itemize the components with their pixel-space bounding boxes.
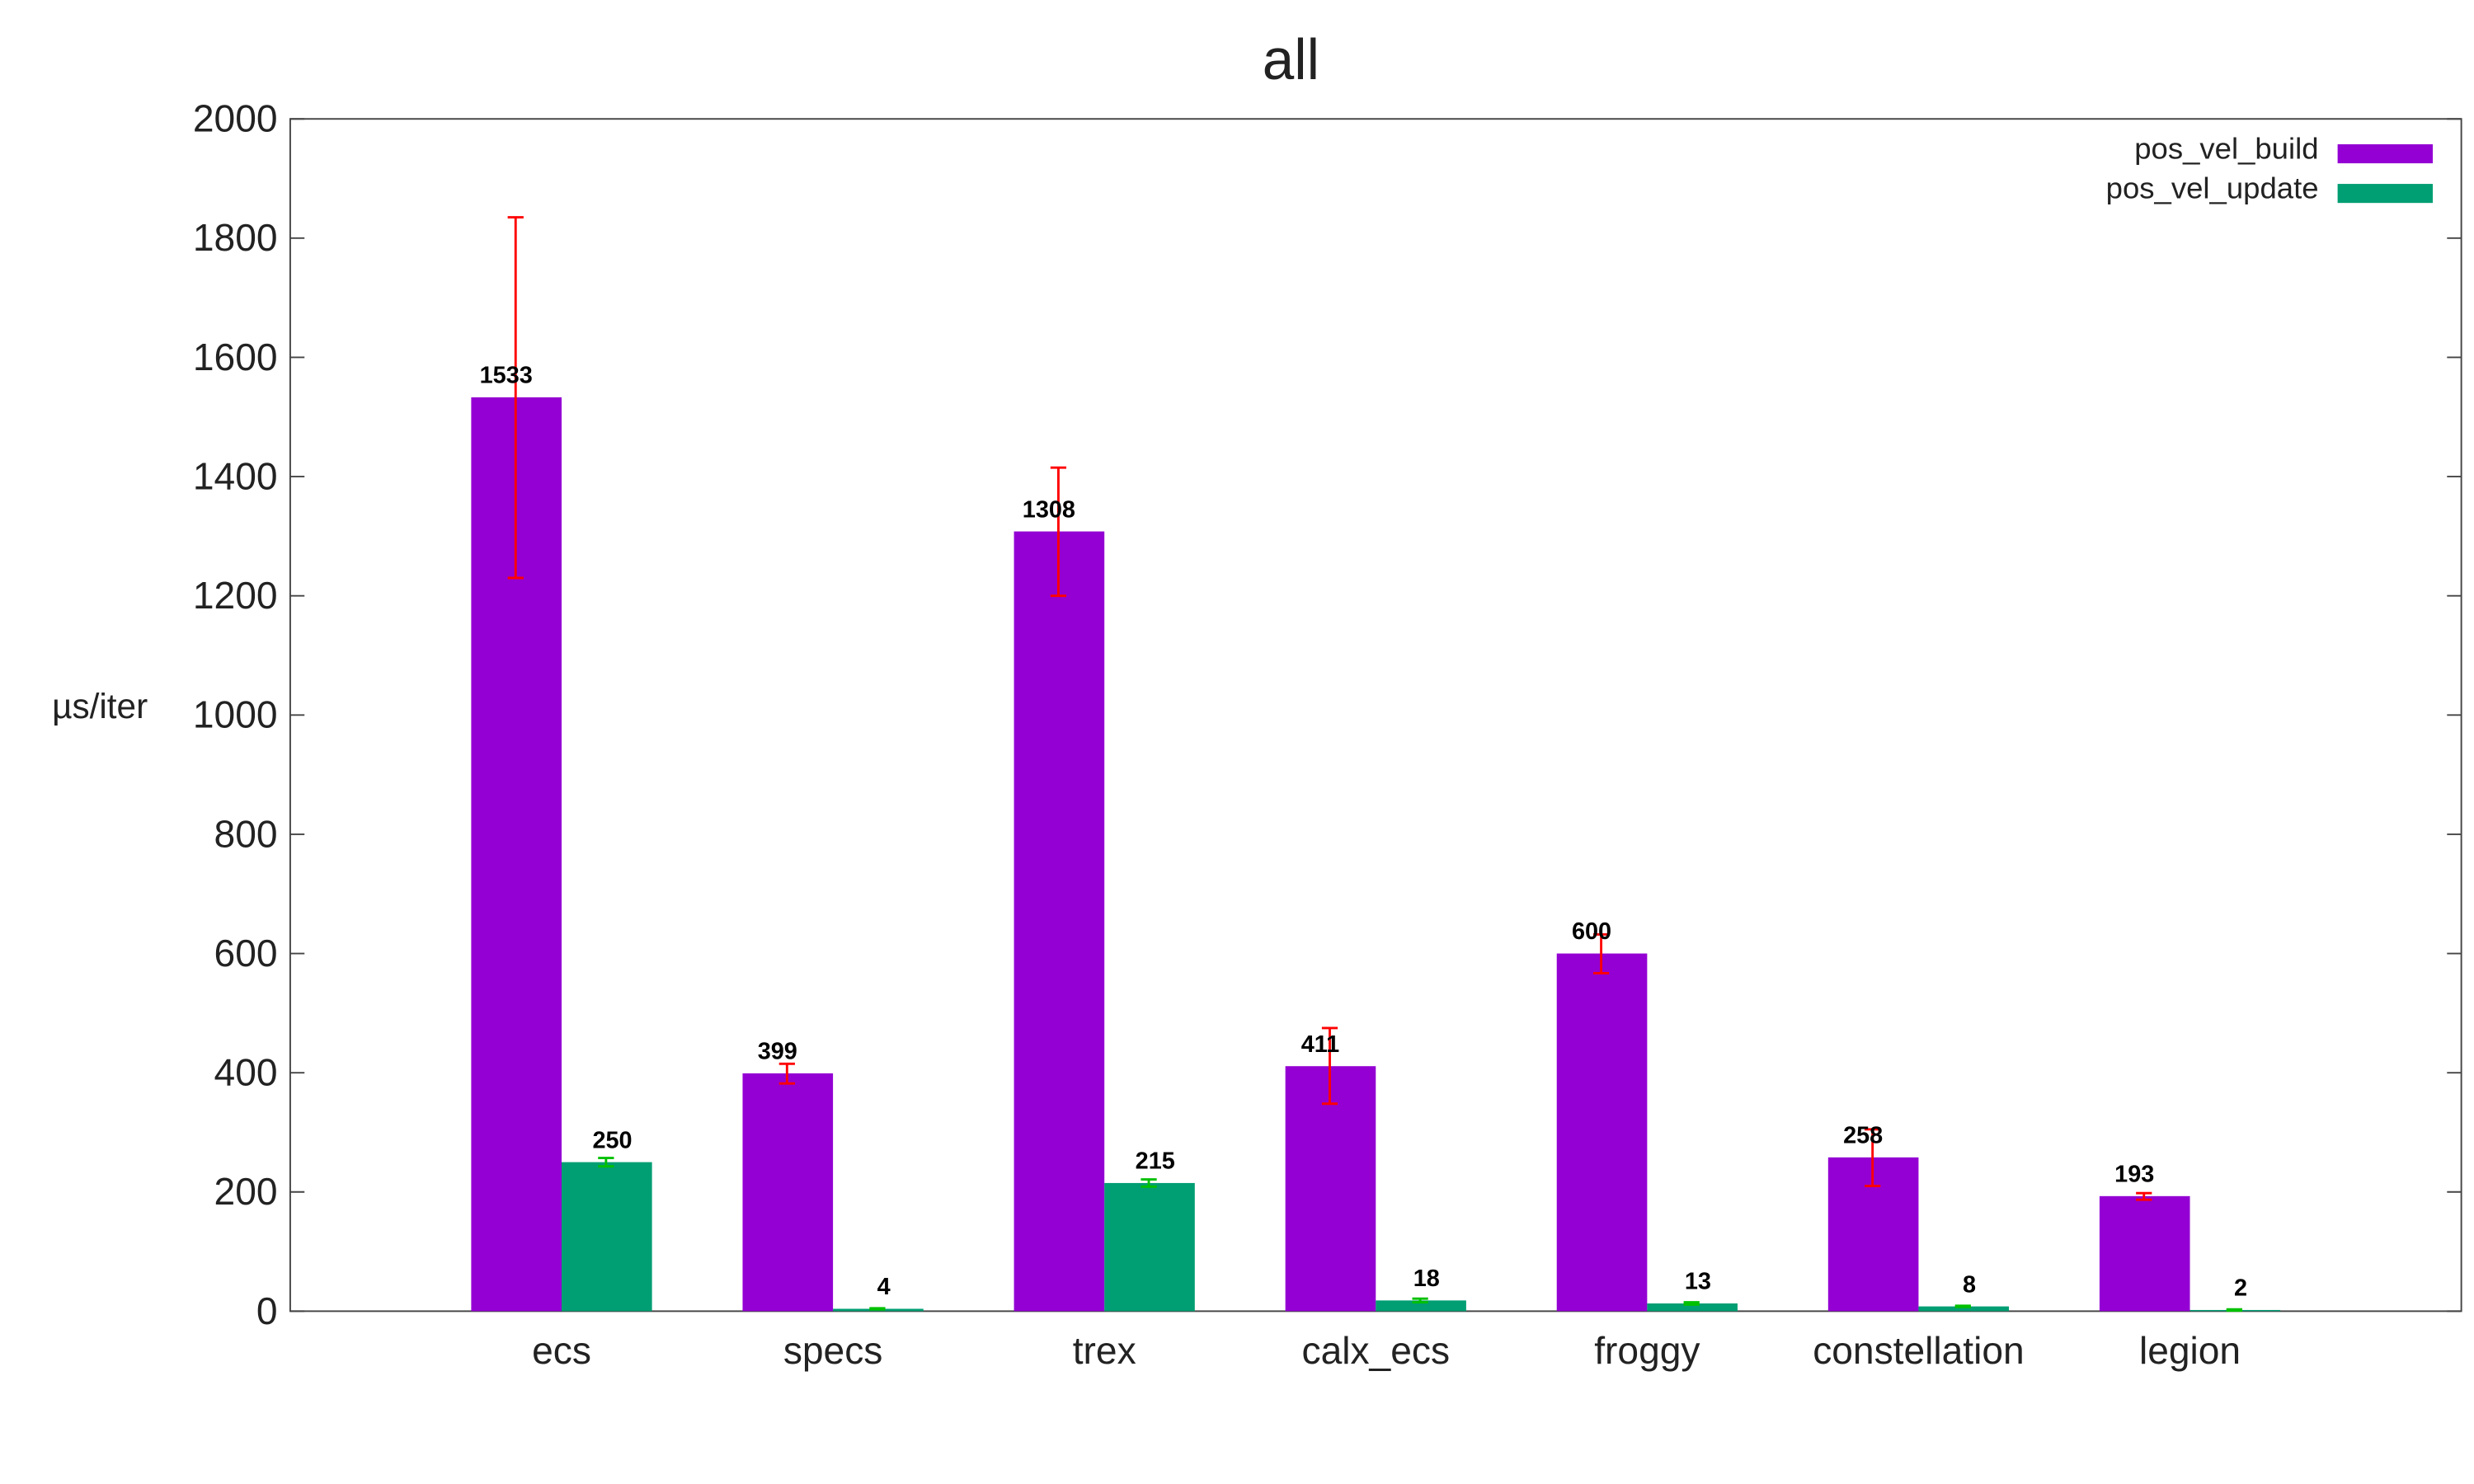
data-label: 18 (1413, 1266, 1440, 1292)
data-label: 13 (1685, 1269, 1711, 1295)
legend-label: pos_vel_update (2106, 171, 2319, 204)
bar-pos_vel_update-froggy (1647, 1303, 1738, 1312)
legend-swatch-pos_vel_build (2337, 144, 2433, 164)
bar-pos_vel_update-trex (1104, 1182, 1195, 1312)
y-tick-label: 1200 (193, 574, 278, 617)
x-tick-label: froggy (1594, 1329, 1700, 1372)
x-tick-label: specs (783, 1329, 883, 1372)
data-label: 8 (1963, 1271, 1976, 1298)
y-tick-label: 600 (214, 932, 278, 974)
y-axis-label: µs/iter (52, 687, 148, 726)
y-tick-label: 1800 (193, 216, 278, 259)
bar-pos_vel_update-calx_ecs (1376, 1300, 1466, 1312)
y-tick-label: 2000 (193, 97, 278, 140)
bar-pos_vel_build-specs (742, 1073, 834, 1312)
data-label: 399 (758, 1039, 797, 1065)
data-label: 1308 (1023, 496, 1075, 523)
y-tick-label: 1400 (193, 454, 278, 497)
y-tick-label: 1600 (193, 336, 278, 378)
bar-pos_vel_build-trex (1014, 531, 1105, 1312)
legend-swatch-pos_vel_update (2337, 184, 2433, 204)
bar-pos_vel_build-froggy (1556, 953, 1648, 1312)
bar-pos_vel_update-ecs (562, 1162, 652, 1312)
x-tick-label: trex (1073, 1329, 1136, 1372)
data-label: 411 (1301, 1031, 1340, 1058)
data-label: 1533 (480, 363, 533, 389)
y-tick-label: 400 (214, 1051, 278, 1094)
y-tick-label: 800 (214, 812, 278, 855)
data-label: 193 (2114, 1162, 2154, 1188)
bar-pos_vel_update-constellation (1918, 1306, 2010, 1312)
data-label: 250 (592, 1127, 632, 1153)
x-tick-label: calx_ecs (1302, 1329, 1451, 1372)
data-label: 600 (1572, 918, 1611, 945)
y-tick-label: 1000 (193, 693, 278, 736)
x-tick-label: legion (2139, 1329, 2241, 1372)
data-label: 215 (1136, 1148, 1175, 1175)
data-label: 258 (1843, 1123, 1883, 1149)
data-label: 2 (2234, 1275, 2247, 1302)
y-tick-label: 0 (256, 1289, 278, 1332)
bar-pos_vel_build-legion (2099, 1195, 2190, 1312)
data-label: 4 (877, 1274, 891, 1300)
bar-pos_vel_build-calx_ecs (1285, 1066, 1376, 1312)
chart-title: all (1263, 27, 1319, 92)
legend-label: pos_vel_build (2134, 131, 2318, 165)
x-tick-label: ecs (532, 1329, 591, 1372)
x-tick-label: constellation (1813, 1329, 2025, 1372)
y-tick-label: 200 (214, 1170, 278, 1213)
